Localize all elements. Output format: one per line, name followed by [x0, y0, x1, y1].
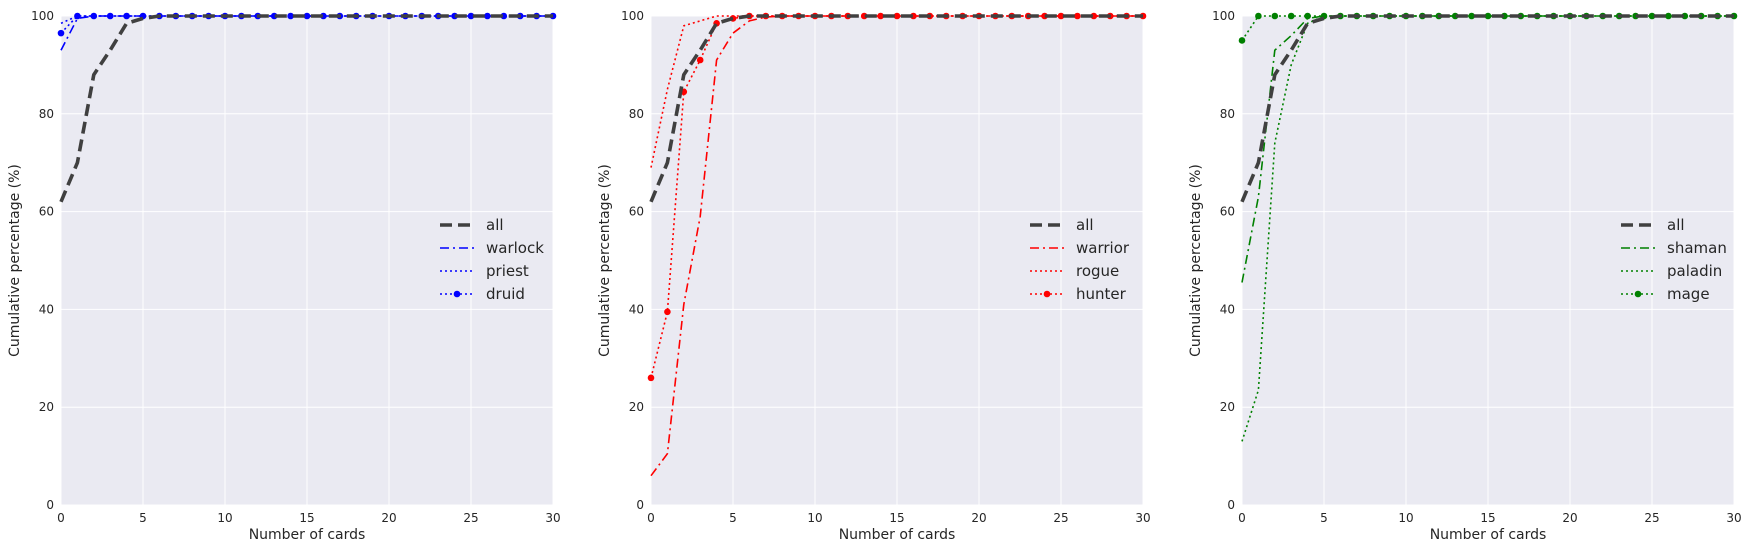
x-axis-label: Number of cards	[839, 527, 956, 543]
x-tick-label: 15	[1480, 511, 1495, 525]
y-tick-label: 0	[636, 498, 644, 512]
y-tick-label: 100	[621, 9, 644, 23]
series-line-all	[649, 14, 1143, 203]
legend: all warrior rogue hunter	[1030, 216, 1130, 303]
series-point-mage	[1304, 12, 1311, 20]
legend-label-hunter: hunter	[1076, 285, 1127, 303]
y-tick-label: 60	[629, 205, 644, 219]
y-tick-label: 100	[31, 9, 54, 23]
x-tick-label: 0	[647, 511, 655, 525]
x-tick-label: 5	[1320, 511, 1328, 525]
series-point-druid	[74, 12, 81, 20]
series-point-mage	[1238, 37, 1246, 44]
y-tick-label: 80	[629, 107, 644, 121]
y-tick-label: 60	[1220, 205, 1235, 219]
series-point-mage	[1271, 12, 1279, 20]
x-tick-label: 30	[545, 511, 560, 525]
legend-marker-hunter	[1043, 290, 1051, 298]
series-line-all	[59, 14, 553, 203]
chart-panel-2: 0 5 10 15 20 25 30 0 20 40 60 80 100 Number of cards C…	[597, 9, 1151, 543]
series-point-hunter	[696, 56, 704, 64]
x-tick-label: 10	[1398, 511, 1413, 525]
series-point-mage	[1468, 12, 1475, 20]
x-tick-label: 0	[57, 511, 65, 525]
y-tick-label: 20	[39, 400, 54, 414]
y-tick-label: 0	[46, 498, 54, 512]
series-point-mage	[1648, 12, 1656, 20]
x-tick-label: 15	[889, 511, 904, 525]
series-group	[647, 12, 1147, 477]
series-group	[57, 12, 557, 203]
x-tick-label: 20	[971, 511, 986, 525]
y-axis-label: Cumulative percentage (%)	[597, 164, 613, 357]
chart-panel-1: 0 5 10 15 20 25 30 0 20 40 60 80 100 Number of cards C…	[7, 9, 561, 543]
series-point-mage	[1287, 12, 1295, 20]
x-tick-label: 15	[299, 511, 314, 525]
legend-label-warlock: warlock	[486, 239, 544, 257]
x-tick-label: 25	[463, 511, 478, 525]
legend-label-all: all	[1667, 216, 1685, 234]
x-tick-label: 25	[1053, 511, 1068, 525]
legend: all warlock priest druid	[440, 216, 544, 303]
y-tick-label: 20	[629, 400, 644, 414]
y-tick-label: 60	[39, 205, 54, 219]
x-axis-label: Number of cards	[249, 527, 366, 543]
x-tick-label: 0	[1238, 511, 1246, 525]
x-tick-label: 30	[1135, 511, 1150, 525]
legend-label-druid: druid	[486, 285, 525, 303]
y-tick-label: 80	[39, 107, 54, 121]
series-point-hunter	[893, 12, 901, 20]
x-tick-label: 30	[1726, 511, 1741, 525]
x-tick-label: 10	[807, 511, 822, 525]
legend: all shaman paladin mage	[1621, 216, 1727, 303]
y-tick-label: 80	[1220, 107, 1235, 121]
series-group	[1238, 12, 1738, 442]
series-point-druid	[484, 12, 491, 20]
y-tick-label: 0	[1227, 498, 1235, 512]
x-tick-label: 25	[1644, 511, 1659, 525]
y-tick-label: 100	[1212, 9, 1235, 23]
chart-panel-3: 0 5 10 15 20 25 30 0 20 40 60 80 100 Number of cards C…	[1188, 9, 1742, 543]
series-point-hunter	[647, 374, 655, 382]
x-tick-label: 20	[1562, 511, 1577, 525]
series-point-druid	[287, 12, 294, 20]
legend-label-shaman: shaman	[1667, 239, 1727, 257]
series-point-druid	[106, 12, 114, 20]
legend-label-mage: mage	[1667, 285, 1710, 303]
y-tick-label: 40	[39, 302, 54, 316]
legend-label-warrior: warrior	[1076, 239, 1130, 257]
legend-marker-mage	[1634, 290, 1642, 298]
series-point-druid	[123, 12, 130, 20]
series-line-paladin	[1241, 15, 1734, 442]
series-point-hunter	[1057, 12, 1065, 20]
y-tick-label: 40	[1220, 302, 1235, 316]
x-tick-label: 5	[729, 511, 737, 525]
series-line-all	[1240, 14, 1734, 203]
y-tick-label: 40	[629, 302, 644, 316]
legend-label-all: all	[486, 216, 504, 234]
legend-label-rogue: rogue	[1076, 262, 1119, 280]
series-point-hunter	[877, 12, 884, 20]
x-axis-label: Number of cards	[1430, 527, 1547, 543]
series-point-hunter	[664, 308, 671, 316]
legend-label-all: all	[1076, 216, 1094, 234]
series-point-druid	[303, 12, 311, 20]
legend-label-priest: priest	[486, 262, 529, 280]
series-point-druid	[90, 12, 98, 20]
series-point-mage	[1255, 12, 1262, 20]
series-point-mage	[1665, 12, 1672, 20]
x-tick-label: 20	[381, 511, 396, 525]
series-point-hunter	[1074, 12, 1081, 20]
series-point-druid	[467, 12, 475, 20]
y-axis-label: Cumulative percentage (%)	[7, 164, 23, 357]
series-point-mage	[1484, 12, 1492, 20]
series-point-druid	[57, 29, 65, 37]
y-tick-label: 20	[1220, 400, 1235, 414]
legend-label-paladin: paladin	[1667, 262, 1722, 280]
x-tick-label: 5	[139, 511, 147, 525]
x-tick-label: 10	[217, 511, 232, 525]
legend-marker-druid	[453, 290, 461, 298]
y-axis-label: Cumulative percentage (%)	[1188, 164, 1204, 357]
